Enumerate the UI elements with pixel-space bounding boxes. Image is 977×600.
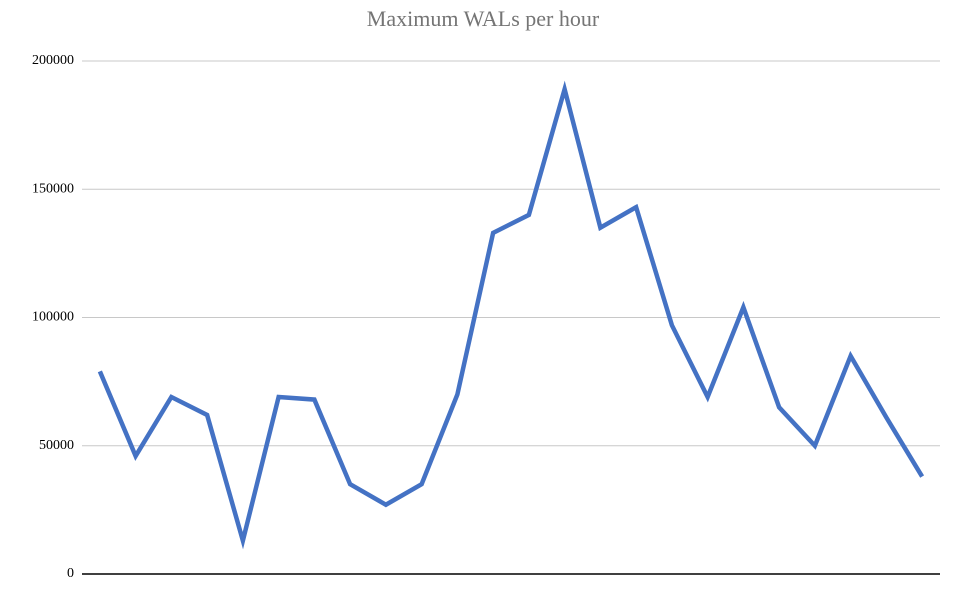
y-tick-label: 200000 [32,53,74,68]
y-tick-label: 100000 [32,310,74,325]
y-tick-label: 50000 [39,438,74,453]
chart-title: Maximum WALs per hour [367,6,600,31]
line-series [97,80,925,550]
y-tick-label: 0 [67,566,74,581]
y-tick-label: 150000 [32,181,74,196]
